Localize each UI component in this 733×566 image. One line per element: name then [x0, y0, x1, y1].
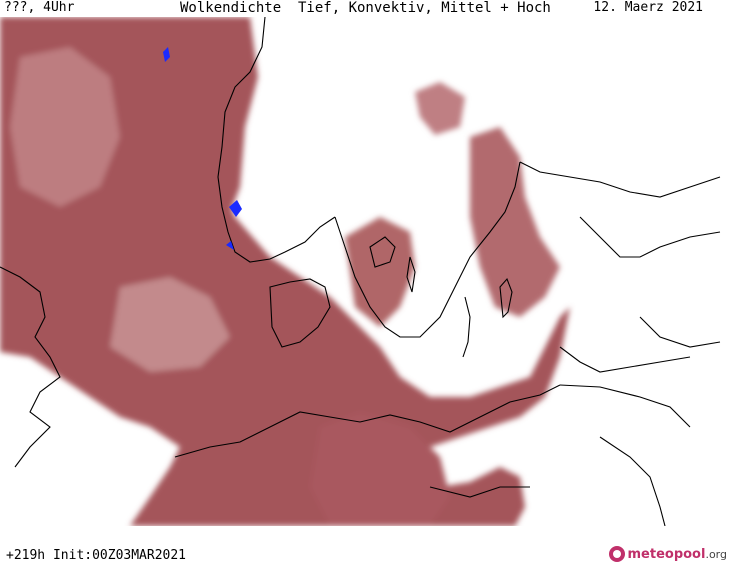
logo-text: meteopool	[627, 546, 706, 562]
baltic-east-coast	[579, 216, 721, 258]
uk-coast	[0, 266, 61, 468]
finland-coast	[519, 161, 721, 198]
cloud-poland-strip	[310, 412, 450, 526]
poland-border	[559, 384, 691, 428]
map-title: Wolkendichte Tief, Konvektiv, Mittel + H…	[180, 0, 551, 16]
precip-patch-coast-1	[229, 200, 242, 217]
cloud-cover-layer	[0, 17, 570, 526]
forecast-date: 12. Maerz 2021	[593, 0, 703, 15]
logo-suffix: .org	[705, 547, 727, 561]
gotland-island	[499, 277, 513, 319]
coastline-layer	[0, 17, 721, 526]
precip-patch-north	[163, 47, 170, 62]
south-interior-border	[599, 436, 666, 526]
czech-border	[429, 486, 530, 498]
germany-north-coast	[174, 384, 561, 458]
precip-patch-coast-2	[226, 241, 234, 250]
cloud-density-map	[0, 17, 733, 526]
precipitation-markers	[163, 47, 242, 250]
cloud-sweden-patch	[345, 217, 415, 327]
belarus-border	[639, 316, 721, 348]
logo-icon	[608, 546, 625, 562]
denmark-coast	[269, 278, 331, 348]
oland-island	[462, 296, 471, 358]
norway-coast	[217, 17, 336, 263]
cloud-east-baltic	[470, 127, 560, 317]
cloud-finland-patch	[415, 82, 465, 135]
map-header: ???, 4Uhr Wolkendichte Tief, Konvektiv, …	[0, 0, 733, 17]
model-run-info: +219h Init:00Z03MAR2021	[6, 548, 187, 563]
cloud-lighter-west	[10, 47, 120, 207]
lithuania-border	[559, 346, 691, 373]
lake-vanern	[369, 236, 396, 268]
meteopool-logo[interactable]: meteopool .org	[608, 546, 727, 562]
map-footer: +219h Init:00Z03MAR2021 meteopool .org	[0, 540, 733, 566]
sweden-coast	[334, 161, 521, 338]
forecast-day-label: ???, 4Uhr	[4, 0, 75, 15]
cloud-lighter-center	[110, 277, 230, 372]
lake-vattern	[406, 256, 416, 293]
